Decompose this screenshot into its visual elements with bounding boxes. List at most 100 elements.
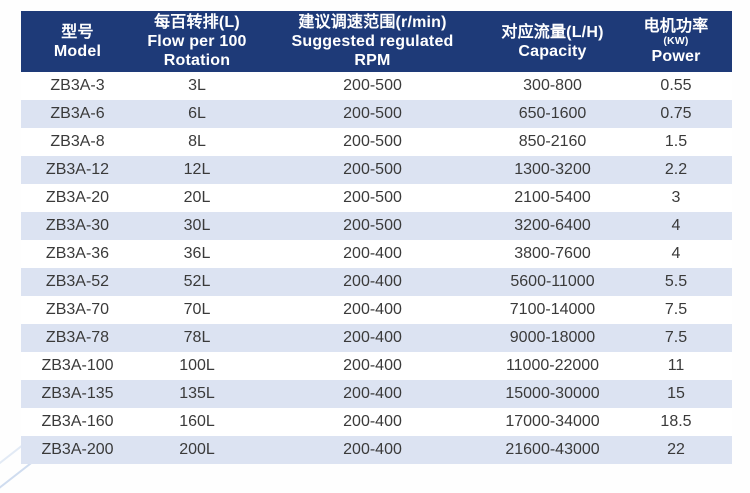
cell-rpm: 200-400 [260,268,485,296]
cell-capacity: 7100-14000 [485,296,620,324]
cell-rpm: 200-400 [260,436,485,464]
table-row: ZB3A-70 70L 200-400 7100-14000 7.5 [21,296,732,324]
column-header-power: 电机功率 (KW) Power [620,11,732,72]
cell-power: 1.5 [620,128,732,156]
cell-model: ZB3A-36 [21,240,134,268]
header-line: 每百转排(L) [154,14,240,31]
table-row: ZB3A-200 200L 200-400 21600-43000 22 [21,436,732,464]
cell-power: 2.2 [620,156,732,184]
header-row: 型号 Model 每百转排(L) Flow per 100 Rotation 建议调速范围… [21,11,732,72]
cell-flow: 135L [134,380,260,408]
cell-power: 18.5 [620,408,732,436]
table-row: ZB3A-12 12L 200-500 1300-3200 2.2 [21,156,732,184]
cell-flow: 30L [134,212,260,240]
cell-model: ZB3A-12 [21,156,134,184]
cell-flow: 20L [134,184,260,212]
column-header-rpm: 建议调速范围(r/min) Suggested regulated RPM [260,11,485,72]
cell-power: 7.5 [620,324,732,352]
table-row: ZB3A-20 20L 200-500 2100-5400 3 [21,184,732,212]
cell-flow: 100L [134,352,260,380]
cell-rpm: 200-500 [260,100,485,128]
cell-model: ZB3A-52 [21,268,134,296]
cell-model: ZB3A-20 [21,184,134,212]
table-row: ZB3A-100 100L 200-400 11000-22000 11 [21,352,732,380]
header-line: 对应流量(L/H) [501,23,604,41]
cell-rpm: 200-400 [260,296,485,324]
table-row: ZB3A-160 160L 200-400 17000-34000 18.5 [21,408,732,436]
cell-capacity: 850-2160 [485,128,620,156]
cell-power: 22 [620,436,732,464]
column-header-capacity: 对应流量(L/H) Capacity [485,11,620,72]
table-row: ZB3A-78 78L 200-400 9000-18000 7.5 [21,324,732,352]
cell-model: ZB3A-78 [21,324,134,352]
header-line: (KW) [663,35,689,47]
cell-capacity: 15000-30000 [485,380,620,408]
table-header: 型号 Model 每百转排(L) Flow per 100 Rotation 建议调速范围… [21,11,732,72]
page: 型号 Model 每百转排(L) Flow per 100 Rotation 建议调速范围… [0,11,732,493]
cell-power: 7.5 [620,296,732,324]
column-header-flow: 每百转排(L) Flow per 100 Rotation [134,11,260,72]
table-row: ZB3A-8 8L 200-500 850-2160 1.5 [21,128,732,156]
cell-power: 4 [620,240,732,268]
cell-rpm: 200-500 [260,72,485,100]
cell-capacity: 9000-18000 [485,324,620,352]
cell-model: ZB3A-8 [21,128,134,156]
cell-model: ZB3A-135 [21,380,134,408]
header-line: RPM [354,52,391,69]
cell-power: 3 [620,184,732,212]
cell-flow: 78L [134,324,260,352]
cell-rpm: 200-400 [260,352,485,380]
header-line: 建议调速范围(r/min) [298,14,447,31]
table-row: ZB3A-30 30L 200-500 3200-6400 4 [21,212,732,240]
cell-capacity: 300-800 [485,72,620,100]
header-line: Capacity [518,42,587,60]
cell-flow: 70L [134,296,260,324]
cell-rpm: 200-500 [260,184,485,212]
cell-capacity: 3200-6400 [485,212,620,240]
cell-capacity: 2100-5400 [485,184,620,212]
cell-flow: 36L [134,240,260,268]
cell-rpm: 200-500 [260,128,485,156]
cell-power: 15 [620,380,732,408]
cell-rpm: 200-400 [260,408,485,436]
table-row: ZB3A-36 36L 200-400 3800-7600 4 [21,240,732,268]
cell-model: ZB3A-6 [21,100,134,128]
cell-capacity: 3800-7600 [485,240,620,268]
cell-capacity: 1300-3200 [485,156,620,184]
cell-rpm: 200-500 [260,212,485,240]
table-row: ZB3A-135 135L 200-400 15000-30000 15 [21,380,732,408]
header-line: Rotation [163,52,231,69]
cell-power: 0.75 [620,100,732,128]
cell-rpm: 200-400 [260,240,485,268]
cell-flow: 52L [134,268,260,296]
table-row: ZB3A-52 52L 200-400 5600-11000 5.5 [21,268,732,296]
cell-flow: 160L [134,408,260,436]
cell-rpm: 200-400 [260,324,485,352]
cell-model: ZB3A-3 [21,72,134,100]
pump-spec-table: 型号 Model 每百转排(L) Flow per 100 Rotation 建议调速范围… [21,11,732,464]
cell-rpm: 200-400 [260,380,485,408]
header-line: Model [53,42,102,60]
cell-flow: 6L [134,100,260,128]
cell-power: 5.5 [620,268,732,296]
cell-capacity: 5600-11000 [485,268,620,296]
cell-model: ZB3A-100 [21,352,134,380]
cell-flow: 200L [134,436,260,464]
cell-power: 0.55 [620,72,732,100]
cell-rpm: 200-500 [260,156,485,184]
header-line: Flow per 100 [147,33,247,50]
table-body: ZB3A-3 3L 200-500 300-800 0.55 ZB3A-6 6L 200-50… [21,72,732,464]
header-line: 电机功率 [643,18,709,35]
cell-model: ZB3A-200 [21,436,134,464]
header-line: Suggested regulated [291,33,454,50]
cell-capacity: 650-1600 [485,100,620,128]
cell-flow: 3L [134,72,260,100]
cell-model: ZB3A-30 [21,212,134,240]
cell-capacity: 11000-22000 [485,352,620,380]
cell-model: ZB3A-160 [21,408,134,436]
column-header-model: 型号 Model [21,11,134,72]
header-line: Power [651,48,701,65]
cell-capacity: 21600-43000 [485,436,620,464]
header-line: 型号 [61,23,94,41]
cell-flow: 8L [134,128,260,156]
